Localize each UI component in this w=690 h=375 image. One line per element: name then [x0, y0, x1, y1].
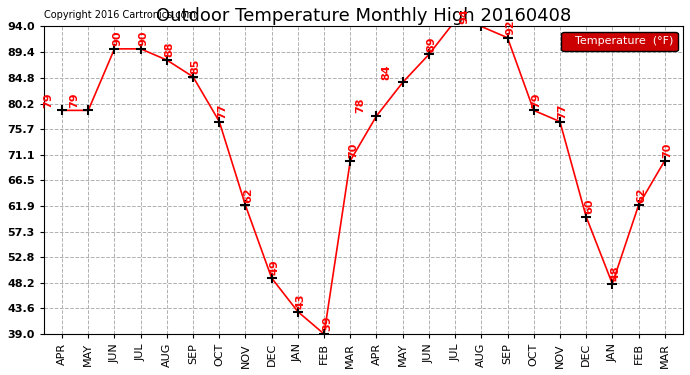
Text: Copyright 2016 Cartronics.com: Copyright 2016 Cartronics.com: [43, 10, 196, 20]
Text: 70: 70: [662, 142, 673, 158]
Text: 39: 39: [322, 316, 332, 331]
Text: 79: 79: [531, 92, 542, 108]
Text: 89: 89: [426, 36, 437, 52]
Text: 43: 43: [295, 293, 306, 309]
Text: 77: 77: [558, 103, 568, 119]
Text: 79: 79: [70, 92, 79, 108]
Text: 90: 90: [139, 31, 148, 46]
Text: 90: 90: [112, 31, 122, 46]
Text: 94: 94: [460, 8, 470, 24]
Text: 70: 70: [348, 142, 358, 158]
Text: 79: 79: [43, 92, 53, 108]
Text: 85: 85: [191, 58, 201, 74]
Text: 77: 77: [217, 103, 227, 119]
Text: 95: 95: [0, 374, 1, 375]
Text: 62: 62: [244, 187, 253, 202]
Text: 92: 92: [505, 19, 515, 35]
Text: 78: 78: [355, 98, 365, 113]
Text: 60: 60: [584, 198, 594, 214]
Text: 48: 48: [610, 265, 620, 281]
Text: 49: 49: [270, 260, 279, 275]
Text: 88: 88: [165, 42, 175, 57]
Legend: Temperature  (°F): Temperature (°F): [562, 32, 678, 51]
Text: 62: 62: [636, 187, 647, 202]
Title: Outdoor Temperature Monthly High 20160408: Outdoor Temperature Monthly High 2016040…: [156, 7, 571, 25]
Text: 84: 84: [381, 64, 391, 80]
